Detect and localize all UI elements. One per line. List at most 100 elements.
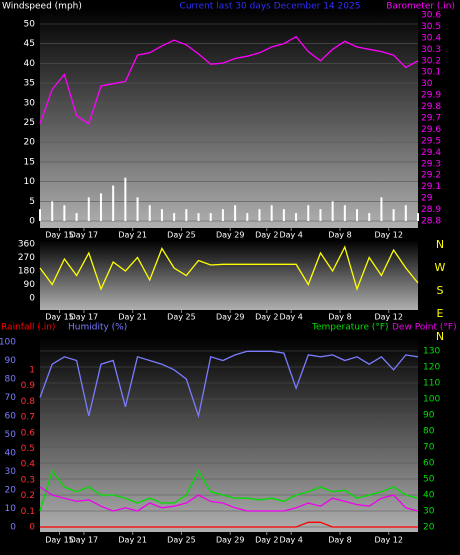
y-tick-label: 0.2 xyxy=(21,491,35,501)
series-line xyxy=(39,245,419,292)
x-tick-label: Day 8 xyxy=(328,313,351,322)
direction-label: E xyxy=(437,307,444,320)
direction-label: W xyxy=(435,261,446,274)
bar xyxy=(173,213,176,221)
bar xyxy=(343,205,346,221)
series-line xyxy=(40,521,418,528)
direction-label: N xyxy=(436,330,444,343)
y2-tick-label: 29.2 xyxy=(421,171,441,181)
y2-tick-label: 29.9 xyxy=(421,91,441,101)
x-tick-label: Day 15 xyxy=(45,313,74,322)
y-tick-label: 45 xyxy=(24,39,35,49)
series-line xyxy=(39,350,419,419)
y2-tick-label: 20 xyxy=(423,523,435,533)
x-tick-label: Day 15 xyxy=(45,231,74,240)
y3-tick-label: 100 xyxy=(0,338,16,348)
y-tick-label: 0 xyxy=(29,523,35,533)
bar xyxy=(380,197,383,221)
x-tick-label: Day 8 xyxy=(328,231,351,240)
bar xyxy=(404,205,407,221)
direction-label: N xyxy=(436,238,444,251)
bar xyxy=(209,213,212,221)
bar xyxy=(282,209,285,221)
bar xyxy=(160,209,163,221)
y-tick-label: 0.1 xyxy=(21,507,35,517)
y2-tick-label: 29.8 xyxy=(421,102,441,112)
y-tick-label: 90 xyxy=(24,280,36,290)
bar xyxy=(319,209,322,221)
y2-tick-label: 110 xyxy=(423,379,440,389)
y2-tick-label: 30 xyxy=(421,79,433,89)
bar xyxy=(246,213,249,221)
y-tick-label: 25 xyxy=(24,118,35,128)
y-tick-label: 1 xyxy=(29,366,35,376)
bar xyxy=(112,185,115,221)
x-tick-label: Day 17 xyxy=(70,536,99,545)
bar xyxy=(124,177,127,221)
y2-tick-label: 30.2 xyxy=(421,56,441,66)
y2-tick-label: 29.6 xyxy=(421,125,441,135)
x-tick-label: Day 21 xyxy=(118,313,147,322)
bar xyxy=(39,209,41,221)
x-tick-label: Day 29 xyxy=(216,536,245,545)
x-tick-label: Day 21 xyxy=(118,231,147,240)
y-tick-label: 0.4 xyxy=(21,460,36,470)
bar xyxy=(331,201,334,221)
x-tick-label: Day 21 xyxy=(118,536,147,545)
y2-tick-label: 90 xyxy=(423,411,435,421)
y2-tick-label: 30 xyxy=(423,507,435,517)
bar xyxy=(87,197,90,221)
bar xyxy=(197,213,200,221)
x-tick-label: Day 25 xyxy=(167,536,196,545)
y-tick-label: 0.3 xyxy=(21,475,35,485)
y-tick-label: 15 xyxy=(24,157,35,167)
direction-label: S xyxy=(437,284,444,297)
y2-tick-label: 50 xyxy=(423,475,435,485)
y-tick-label: 0.6 xyxy=(21,428,36,438)
y-tick-label: 10 xyxy=(24,177,36,187)
y2-tick-label: 130 xyxy=(423,347,440,357)
bar xyxy=(148,205,151,221)
y2-tick-label: 30.5 xyxy=(421,22,441,32)
y3-tick-label: 10 xyxy=(5,504,17,514)
y-tick-label: 0.5 xyxy=(21,444,35,454)
chart-title: Current last 30 days December 14 2025 xyxy=(180,2,361,12)
x-tick-label: Day 2 xyxy=(255,313,278,322)
y-tick-label: 0 xyxy=(29,217,35,227)
y2-tick-label: 28.8 xyxy=(421,217,441,227)
legend-label: Windspeed (mph) xyxy=(2,2,82,12)
x-tick-label: Day 17 xyxy=(70,231,99,240)
x-tick-label: Day 4 xyxy=(279,231,302,240)
x-tick-label: Day 2 xyxy=(255,231,278,240)
series-line xyxy=(39,469,419,512)
legend-label: Humidity (%) xyxy=(68,323,127,333)
bar xyxy=(392,209,395,221)
y2-tick-label: 29.7 xyxy=(421,114,441,124)
bar xyxy=(270,205,273,221)
x-tick-label: Day 12 xyxy=(374,313,403,322)
y2-tick-label: 29.4 xyxy=(421,148,441,158)
y2-tick-label: 30.1 xyxy=(421,68,441,78)
y-tick-label: 0.8 xyxy=(21,397,36,407)
y2-tick-label: 70 xyxy=(423,443,435,453)
series-line xyxy=(39,486,419,512)
x-tick-label: Day 15 xyxy=(45,536,74,545)
y3-tick-label: 90 xyxy=(5,356,17,366)
y2-tick-label: 30.6 xyxy=(421,11,441,21)
y2-tick-label: 28.9 xyxy=(421,205,441,215)
series-line xyxy=(39,35,419,125)
y-tick-label: 180 xyxy=(18,267,35,277)
y2-tick-label: 100 xyxy=(423,395,440,405)
bar xyxy=(295,213,298,221)
y2-tick-label: 29.1 xyxy=(421,182,441,192)
bar xyxy=(221,209,224,221)
y2-tick-label: 120 xyxy=(423,363,440,373)
y3-tick-label: 20 xyxy=(5,486,17,496)
legend-label: Dew Point (°F) xyxy=(392,323,457,333)
y-tick-label: 0.7 xyxy=(21,413,35,423)
y-tick-label: 20 xyxy=(24,138,36,148)
x-tick-label: Day 12 xyxy=(374,536,403,545)
y2-tick-label: 60 xyxy=(423,459,435,469)
